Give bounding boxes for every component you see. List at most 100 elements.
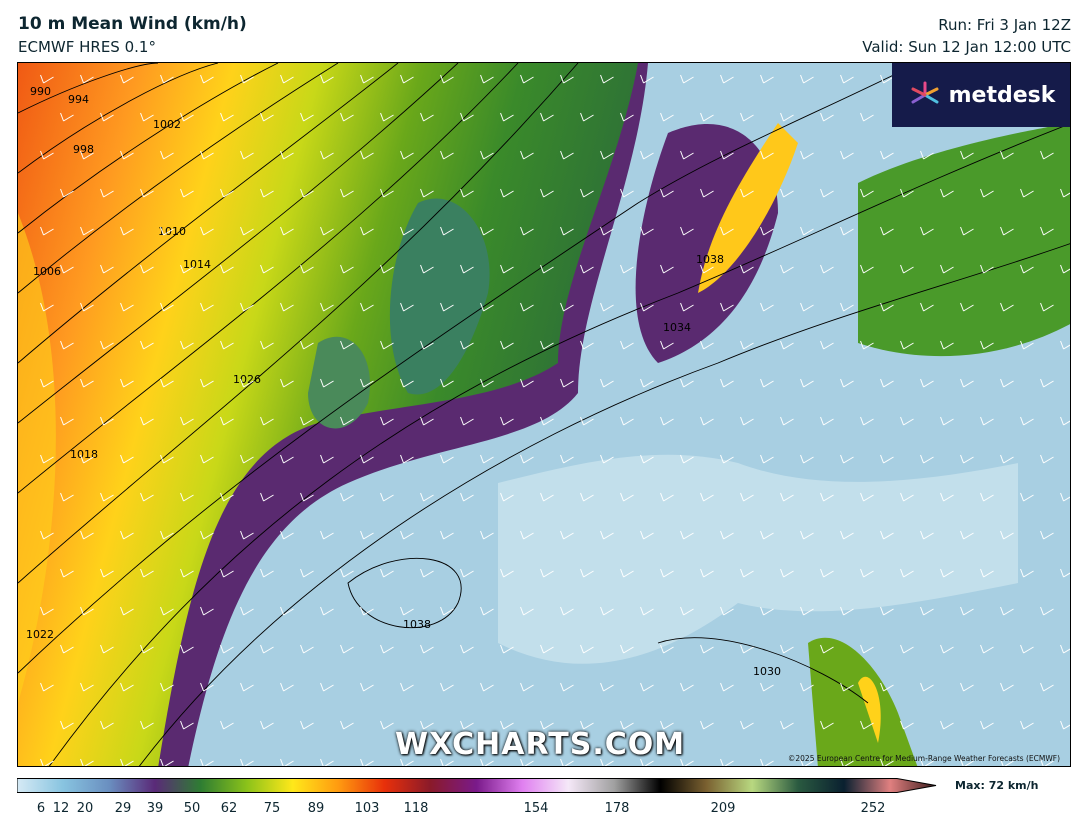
wind-barb (720, 454, 734, 464)
wind-barb (680, 758, 694, 766)
wind-barb (200, 606, 214, 616)
wind-barb (760, 758, 774, 766)
wind-barb (680, 454, 694, 464)
wind-barb (140, 416, 154, 426)
wind-barb (240, 378, 254, 388)
wind-barb (640, 226, 654, 236)
continent-calm (498, 454, 1018, 664)
wind-barb (1020, 264, 1034, 274)
wind-barb (120, 606, 134, 616)
wind-barb (880, 758, 894, 766)
wind-barb (900, 492, 914, 502)
wind-barb (580, 720, 594, 730)
wind-barb (480, 682, 494, 692)
wind-map[interactable]: 990 994 998 1002 1006 1010 1014 1018 102… (17, 62, 1071, 767)
isobar-label: 1018 (70, 448, 98, 461)
wind-barb (920, 302, 934, 312)
wind-barb (340, 188, 354, 198)
wind-barb (160, 758, 174, 766)
wind-barb (1040, 150, 1054, 160)
wind-barb (180, 720, 194, 730)
wind-barb (280, 74, 294, 84)
wind-barb (880, 226, 894, 236)
wind-barb (240, 682, 254, 692)
wind-barb (440, 682, 454, 692)
colorbar-tick-label: 209 (710, 801, 736, 816)
wind-barb (440, 226, 454, 236)
wind-barb (460, 340, 474, 350)
wind-barb (780, 416, 794, 426)
wind-barb (960, 606, 974, 616)
wind-barb (780, 188, 794, 198)
wind-barb (800, 226, 814, 236)
wind-barb (100, 492, 114, 502)
wind-barb (480, 150, 494, 160)
wind-barb (460, 720, 474, 730)
wind-barb (140, 568, 154, 578)
wind-barb (400, 758, 414, 766)
wind-barb (560, 530, 574, 540)
wind-barb (500, 340, 514, 350)
wind-barb (360, 530, 374, 540)
wind-barb (760, 682, 774, 692)
wind-barb (1040, 758, 1054, 766)
wind-barb (200, 74, 214, 84)
wind-barb (440, 530, 454, 540)
wind-barb (980, 340, 994, 350)
wind-barb (700, 340, 714, 350)
wind-barb (540, 188, 554, 198)
wind-barb (520, 74, 534, 84)
wind-barb (600, 758, 614, 766)
wind-barb (860, 492, 874, 502)
wind-barb (360, 150, 374, 160)
wind-barb (100, 112, 114, 122)
wind-barb (60, 416, 74, 426)
wind-barb (380, 416, 394, 426)
wind-barb (920, 150, 934, 160)
wind-barb (800, 302, 814, 312)
wind-barb (120, 454, 134, 464)
wind-barb (160, 302, 174, 312)
wind-barb (980, 644, 994, 654)
wind-barb (900, 340, 914, 350)
wind-barb (160, 454, 174, 464)
wind-barb (800, 606, 814, 616)
wind-barb (260, 416, 274, 426)
wind-barb (740, 568, 754, 578)
watermark: WXCHARTS.COM (395, 727, 686, 762)
wind-barb (400, 530, 414, 540)
wind-barb (180, 188, 194, 198)
wind-barb (60, 720, 74, 730)
wind-barb (280, 682, 294, 692)
wind-barb (60, 492, 74, 502)
wind-barb (420, 188, 434, 198)
wind-barb (140, 188, 154, 198)
wind-barb (580, 340, 594, 350)
wind-barb (400, 150, 414, 160)
wind-barb (560, 74, 574, 84)
wind-barb (120, 74, 134, 84)
wind-barb (1000, 758, 1014, 766)
wind-barb (1000, 378, 1014, 388)
wind-barb (560, 606, 574, 616)
wind-barb (820, 416, 834, 426)
wind-barb (580, 188, 594, 198)
wind-barb (920, 226, 934, 236)
wind-barb (480, 74, 494, 84)
wind-barb (100, 644, 114, 654)
wind-barb (60, 188, 74, 198)
wind-barb (940, 644, 954, 654)
wind-barb (360, 74, 374, 84)
wind-barb (720, 378, 734, 388)
wind-barb (40, 758, 54, 766)
wind-barb (620, 340, 634, 350)
wind-barb (400, 302, 414, 312)
wind-barb (860, 416, 874, 426)
copyright: ©2025 European Centre for Medium-Range W… (787, 754, 1060, 763)
wind-barb (220, 188, 234, 198)
wind-barb (260, 188, 274, 198)
wind-barb (460, 416, 474, 426)
wind-barb (100, 568, 114, 578)
wind-barb (600, 606, 614, 616)
wind-barb (180, 644, 194, 654)
